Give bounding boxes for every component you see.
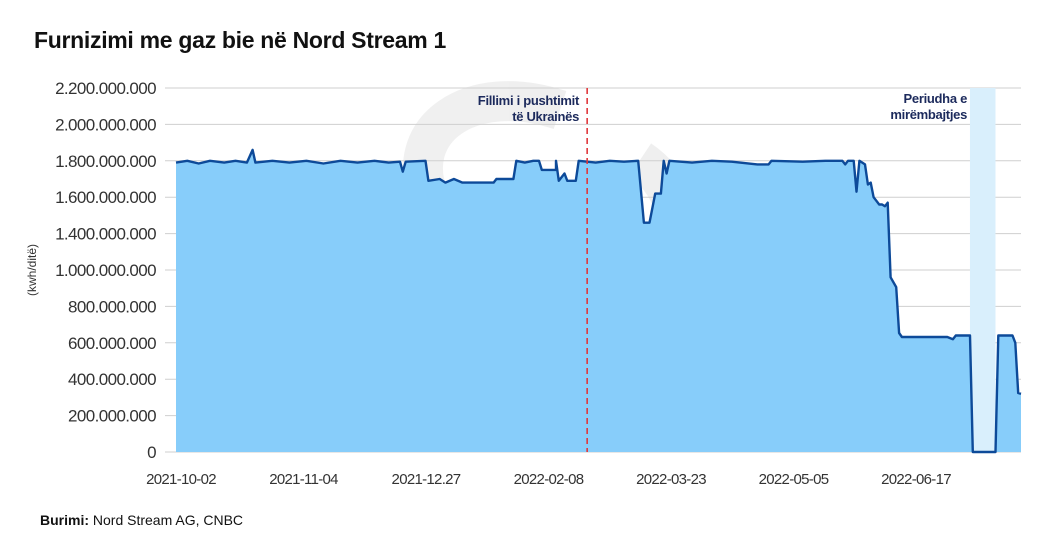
- y-tick-label: 1.000.000.000: [55, 261, 156, 280]
- x-tick-label: 2022-06-17: [881, 471, 951, 488]
- source-text: Nord Stream AG, CNBC: [92, 512, 244, 528]
- y-axis-label: (kwh/ditë): [25, 244, 39, 296]
- x-tick-label: 2022-02-08: [514, 471, 584, 488]
- y-tick-label: 400.000.000: [68, 370, 156, 389]
- y-tick-label: 1.600.000.000: [55, 188, 156, 207]
- y-tick-label: 600.000.000: [68, 334, 156, 353]
- source-label: Burimi:: [40, 512, 89, 528]
- supply-area: [176, 149, 1021, 452]
- x-tick-label: 2022-03-23: [636, 471, 706, 488]
- x-axis: 2021-10-02 2021-11-04 2021-12.27 2022-02-08…: [146, 471, 952, 488]
- y-tick-label: 800.000.000: [68, 297, 156, 316]
- x-tick-label: 2021-10-02: [146, 471, 216, 488]
- data-points: [175, 149, 1022, 453]
- maintenance-annotation-line1: Periudha e: [904, 91, 968, 106]
- y-tick-label: 2.000.000.000: [55, 115, 156, 134]
- maintenance-annotation-line2: mirëmbajtjes: [890, 107, 967, 122]
- x-tick-label: 2021-12.27: [392, 471, 461, 488]
- x-tick-label: 2022-05-05: [759, 471, 829, 488]
- y-tick-label: 2.200.000.000: [55, 79, 156, 98]
- invasion-annotation-line2: të Ukrainës: [512, 109, 579, 124]
- y-tick-label: 1.400.000.000: [55, 225, 156, 244]
- maintenance-band: [969, 88, 996, 452]
- x-tick-label: 2021-11-04: [269, 471, 338, 488]
- y-tick-label: 0: [147, 443, 156, 462]
- source-note: Burimi: Nord Stream AG, CNBC: [40, 512, 243, 528]
- y-tick-label: 200.000.000: [68, 407, 156, 426]
- invasion-annotation-line1: Fillimi i pushtimit: [478, 93, 580, 108]
- y-tick-label: 1.800.000.000: [55, 152, 156, 171]
- chart-title: Furnizimi me gaz bie në Nord Stream 1: [34, 27, 446, 53]
- y-axis: 0 200.000.000 400.000.000 600.000.000 800.00…: [55, 79, 157, 462]
